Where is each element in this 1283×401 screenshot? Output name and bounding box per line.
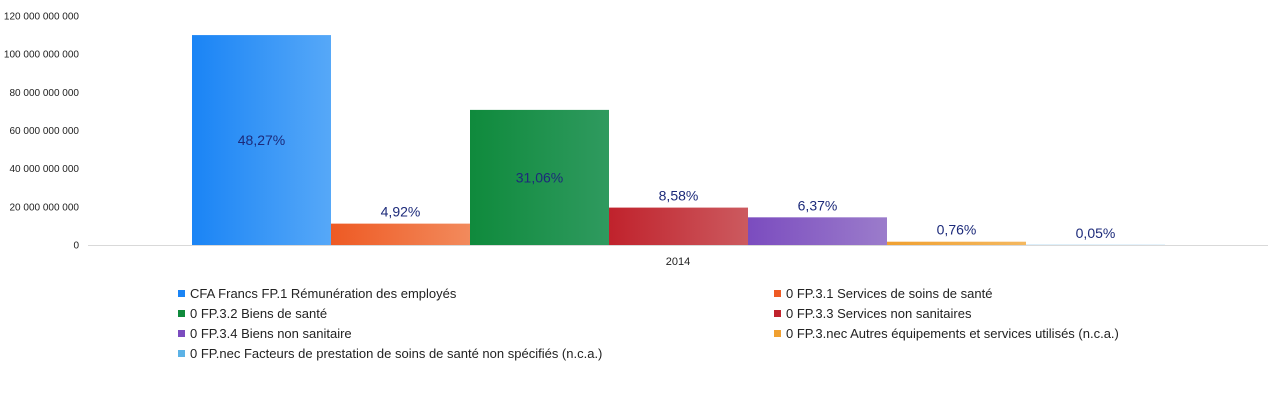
legend-label: 0 FP.nec Facteurs de prestation de soins…: [190, 346, 603, 361]
bar[interactable]: [609, 207, 748, 245]
legend-item[interactable]: CFA Francs FP.1 Rémunération des employé…: [178, 286, 456, 301]
legend-label: 0 FP.3.2 Biens de santé: [190, 306, 328, 321]
legend-swatch: [774, 310, 781, 317]
y-tick-label: 40 000 000 000: [9, 164, 79, 175]
legend-swatch: [774, 330, 781, 337]
y-tick-label: 100 000 000 000: [4, 50, 80, 61]
legend-swatch: [774, 290, 781, 297]
y-tick-label: 20 000 000 000: [9, 202, 79, 213]
y-axis: 0 20 000 000 000 40 000 000 000 60 000 000 …: [4, 12, 80, 252]
data-label: 4,92%: [381, 204, 421, 220]
legend-swatch: [178, 290, 185, 297]
legend-label: 0 FP.3.3 Services non sanitaires: [786, 306, 972, 321]
bar[interactable]: [331, 223, 470, 245]
legend-label: 0 FP.3.1 Services de soins de santé: [786, 286, 993, 301]
legend-swatch: [178, 310, 185, 317]
category-label: 2014: [666, 256, 690, 268]
legend-label: 0 FP.3.4 Biens non sanitaire: [190, 326, 352, 341]
data-label: 31,06%: [516, 169, 563, 185]
legend-item[interactable]: 0 FP.nec Facteurs de prestation de soins…: [178, 346, 602, 361]
y-tick-label: 60 000 000 000: [9, 126, 79, 137]
data-label: 6,37%: [798, 197, 838, 213]
y-tick-label: 120 000 000 000: [4, 12, 80, 23]
bar[interactable]: [887, 241, 1026, 245]
bar[interactable]: [192, 35, 331, 246]
y-tick-label: 0: [73, 241, 79, 252]
y-tick-label: 80 000 000 000: [9, 88, 79, 99]
legend-swatch: [178, 350, 185, 357]
legend-item[interactable]: 0 FP.3.2 Biens de santé: [178, 306, 327, 321]
bar-chart: 0 20 000 000 000 40 000 000 000 60 000 000 …: [4, 12, 1268, 268]
data-labels: 48,27% 4,92% 31,06% 8,58% 6,37% 0,76% 0,05%: [238, 132, 1116, 241]
legend-item[interactable]: 0 FP.3.3 Services non sanitaires: [774, 306, 971, 321]
legend-swatch: [178, 330, 185, 337]
bar[interactable]: [470, 109, 609, 245]
legend-label: 0 FP.3.nec Autres équipements et service…: [786, 326, 1119, 341]
legend-item[interactable]: 0 FP.3.1 Services de soins de santé: [774, 286, 992, 301]
legend-item[interactable]: 0 FP.3.4 Biens non sanitaire: [178, 326, 352, 341]
data-label: 0,05%: [1076, 225, 1116, 241]
legend-label: CFA Francs FP.1 Rémunération des employé…: [190, 286, 457, 301]
data-label: 8,58%: [659, 188, 699, 204]
bars: [192, 35, 1165, 246]
data-label: 0,76%: [937, 222, 977, 238]
legend-item[interactable]: 0 FP.3.nec Autres équipements et service…: [774, 326, 1119, 341]
data-label: 48,27%: [238, 132, 285, 148]
bar[interactable]: [748, 217, 887, 245]
